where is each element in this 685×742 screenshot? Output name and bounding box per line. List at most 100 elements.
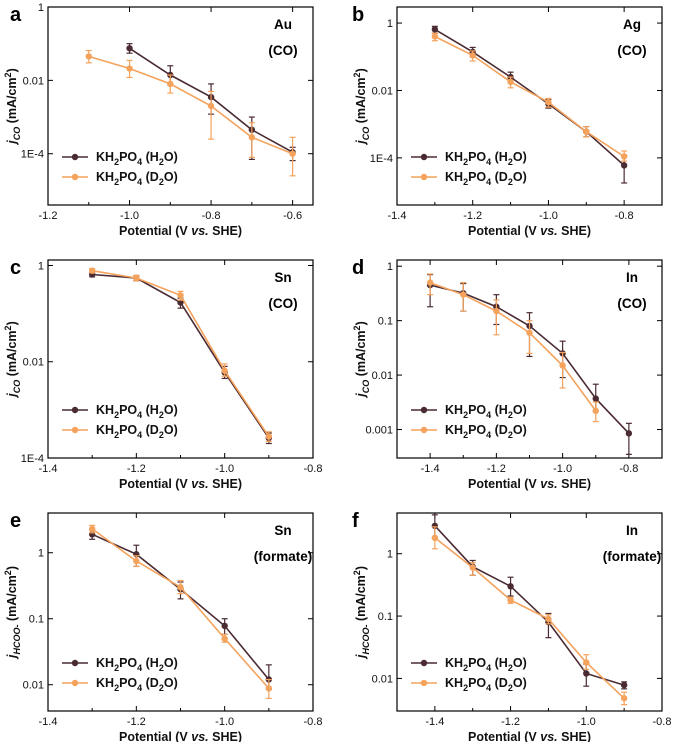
x-tick-label: -0.8 <box>304 463 323 475</box>
data-point <box>126 65 133 72</box>
y-axis-label: jHCOO- (mA/cm2) <box>3 566 22 660</box>
panel-label: e <box>10 510 21 532</box>
x-axis-label: Potential (V vs. SHE) <box>119 730 242 742</box>
series-line <box>434 35 625 158</box>
legend-label: KH2PO4 (H2O) <box>445 150 527 167</box>
y-tick-label: 1 <box>38 2 44 14</box>
data-point <box>248 134 256 141</box>
annotation-1: (formate) <box>254 549 313 564</box>
y-tick-label: 1E-4 <box>21 149 44 161</box>
annotation-1: (formate) <box>603 549 662 564</box>
legend-entry-h2o: KH2PO4 (H2O) <box>62 150 178 167</box>
series-line <box>429 281 597 412</box>
data-point <box>507 78 514 86</box>
annotation-1: (CO) <box>268 43 297 58</box>
series-line <box>88 55 293 155</box>
series-line <box>434 537 625 699</box>
data-point <box>620 153 628 160</box>
y-tick-label: 0.01 <box>372 370 393 382</box>
y-tick-label: 1E-4 <box>370 153 393 165</box>
data-point <box>177 584 184 591</box>
legend-entry-d2o: KH2PO4 (D2O) <box>411 676 527 693</box>
annotation-0: In <box>626 270 638 285</box>
y-tick-label: 1 <box>387 18 393 30</box>
data-point <box>469 52 476 59</box>
y-tick-label: 0.01 <box>372 673 393 685</box>
panel-label: a <box>10 4 22 26</box>
legend-label: KH2PO4 (D2O) <box>445 423 527 440</box>
data-point <box>221 367 228 374</box>
x-tick-label: -1.2 <box>501 716 520 728</box>
x-tick-label: -1.4 <box>421 463 440 475</box>
y-tick-label: 0.01 <box>23 357 44 369</box>
axes-frame <box>47 6 314 206</box>
data-point <box>265 685 273 692</box>
x-tick-label: -1.4 <box>388 210 407 222</box>
series-d2o <box>88 524 273 700</box>
x-tick-label: -0.8 <box>653 716 672 728</box>
annotation-0: Ag <box>623 17 641 32</box>
legend-swatch-marker <box>71 679 79 687</box>
y-axis-label: jCO (mA/cm2) <box>352 68 371 146</box>
legend-label: KH2PO4 (H2O) <box>96 150 178 167</box>
legend-entry-d2o: KH2PO4 (D2O) <box>62 676 178 693</box>
series-d2o <box>431 32 628 162</box>
annotation-1: (CO) <box>617 296 646 311</box>
panel-d: d -1.4 -1.2 -1.0 -0.8 0.001 0.01 0.1 1 Potential … <box>352 257 663 491</box>
data-point <box>559 362 566 369</box>
legend-entry-h2o: KH2PO4 (H2O) <box>62 403 178 420</box>
y-tick-label: 0.1 <box>378 316 393 328</box>
data-point <box>289 150 296 157</box>
y-tick-label: 1 <box>38 548 44 560</box>
legend-label: KH2PO4 (H2O) <box>445 656 527 673</box>
legend-swatch-marker <box>71 659 79 667</box>
axes-frame <box>396 6 663 206</box>
x-axis-label: Potential (V vs. SHE) <box>119 477 242 491</box>
y-tick-label: 0.01 <box>372 85 393 97</box>
x-tick-label: -1.2 <box>39 210 58 222</box>
x-axis-label: Potential (V vs. SHE) <box>468 477 591 491</box>
data-point <box>469 564 476 571</box>
data-point <box>265 433 273 440</box>
x-tick-label: -0.8 <box>619 463 638 475</box>
data-point <box>592 395 599 402</box>
legend-entry-h2o: KH2PO4 (H2O) <box>62 656 178 673</box>
x-tick-label: -1.0 <box>215 716 234 728</box>
y-tick-label: 1 <box>387 261 393 273</box>
x-tick-label: -1.0 <box>120 210 139 222</box>
y-tick-label: 0.01 <box>23 680 44 692</box>
series-d2o <box>426 273 599 423</box>
annotation-0: In <box>626 523 638 538</box>
x-tick-label: -1.2 <box>463 210 482 222</box>
data-point <box>592 407 599 415</box>
legend-swatch-marker <box>71 153 79 161</box>
axes-frame <box>47 259 314 459</box>
data-point <box>126 45 133 52</box>
data-point <box>221 622 228 630</box>
data-point <box>85 53 92 60</box>
x-axis-label: Potential (V vs. SHE) <box>468 730 591 742</box>
y-tick-label: 0.1 <box>29 614 44 626</box>
data-point <box>620 162 628 169</box>
panel-a: a -1.2 -1.0 -0.8 -0.6 1E-4 0.01 1 Potential (V v… <box>3 2 314 238</box>
legend-entry-d2o: KH2PO4 (D2O) <box>411 423 527 440</box>
panel-label: f <box>352 510 359 532</box>
data-point <box>620 681 628 689</box>
x-tick-label: -1.0 <box>577 716 596 728</box>
axes-frame <box>396 512 663 712</box>
data-point <box>88 525 96 533</box>
x-tick-label: -0.8 <box>615 210 634 222</box>
x-tick-label: -1.2 <box>127 716 146 728</box>
y-tick-label: 1 <box>38 260 44 272</box>
axes-frame <box>396 259 663 459</box>
data-point <box>207 102 215 110</box>
axes-frame <box>47 512 314 712</box>
y-tick-label: 1E-4 <box>21 453 44 465</box>
panel-c: c -1.4 -1.2 -1.0 -0.8 1E-4 0.01 1 Potential (V v… <box>3 257 322 491</box>
data-point <box>620 695 628 702</box>
panel-label: c <box>10 257 21 279</box>
legend-label: KH2PO4 (D2O) <box>96 170 178 187</box>
y-axis-label: jCO (mA/cm2) <box>3 321 22 399</box>
legend-swatch-marker <box>420 153 428 161</box>
